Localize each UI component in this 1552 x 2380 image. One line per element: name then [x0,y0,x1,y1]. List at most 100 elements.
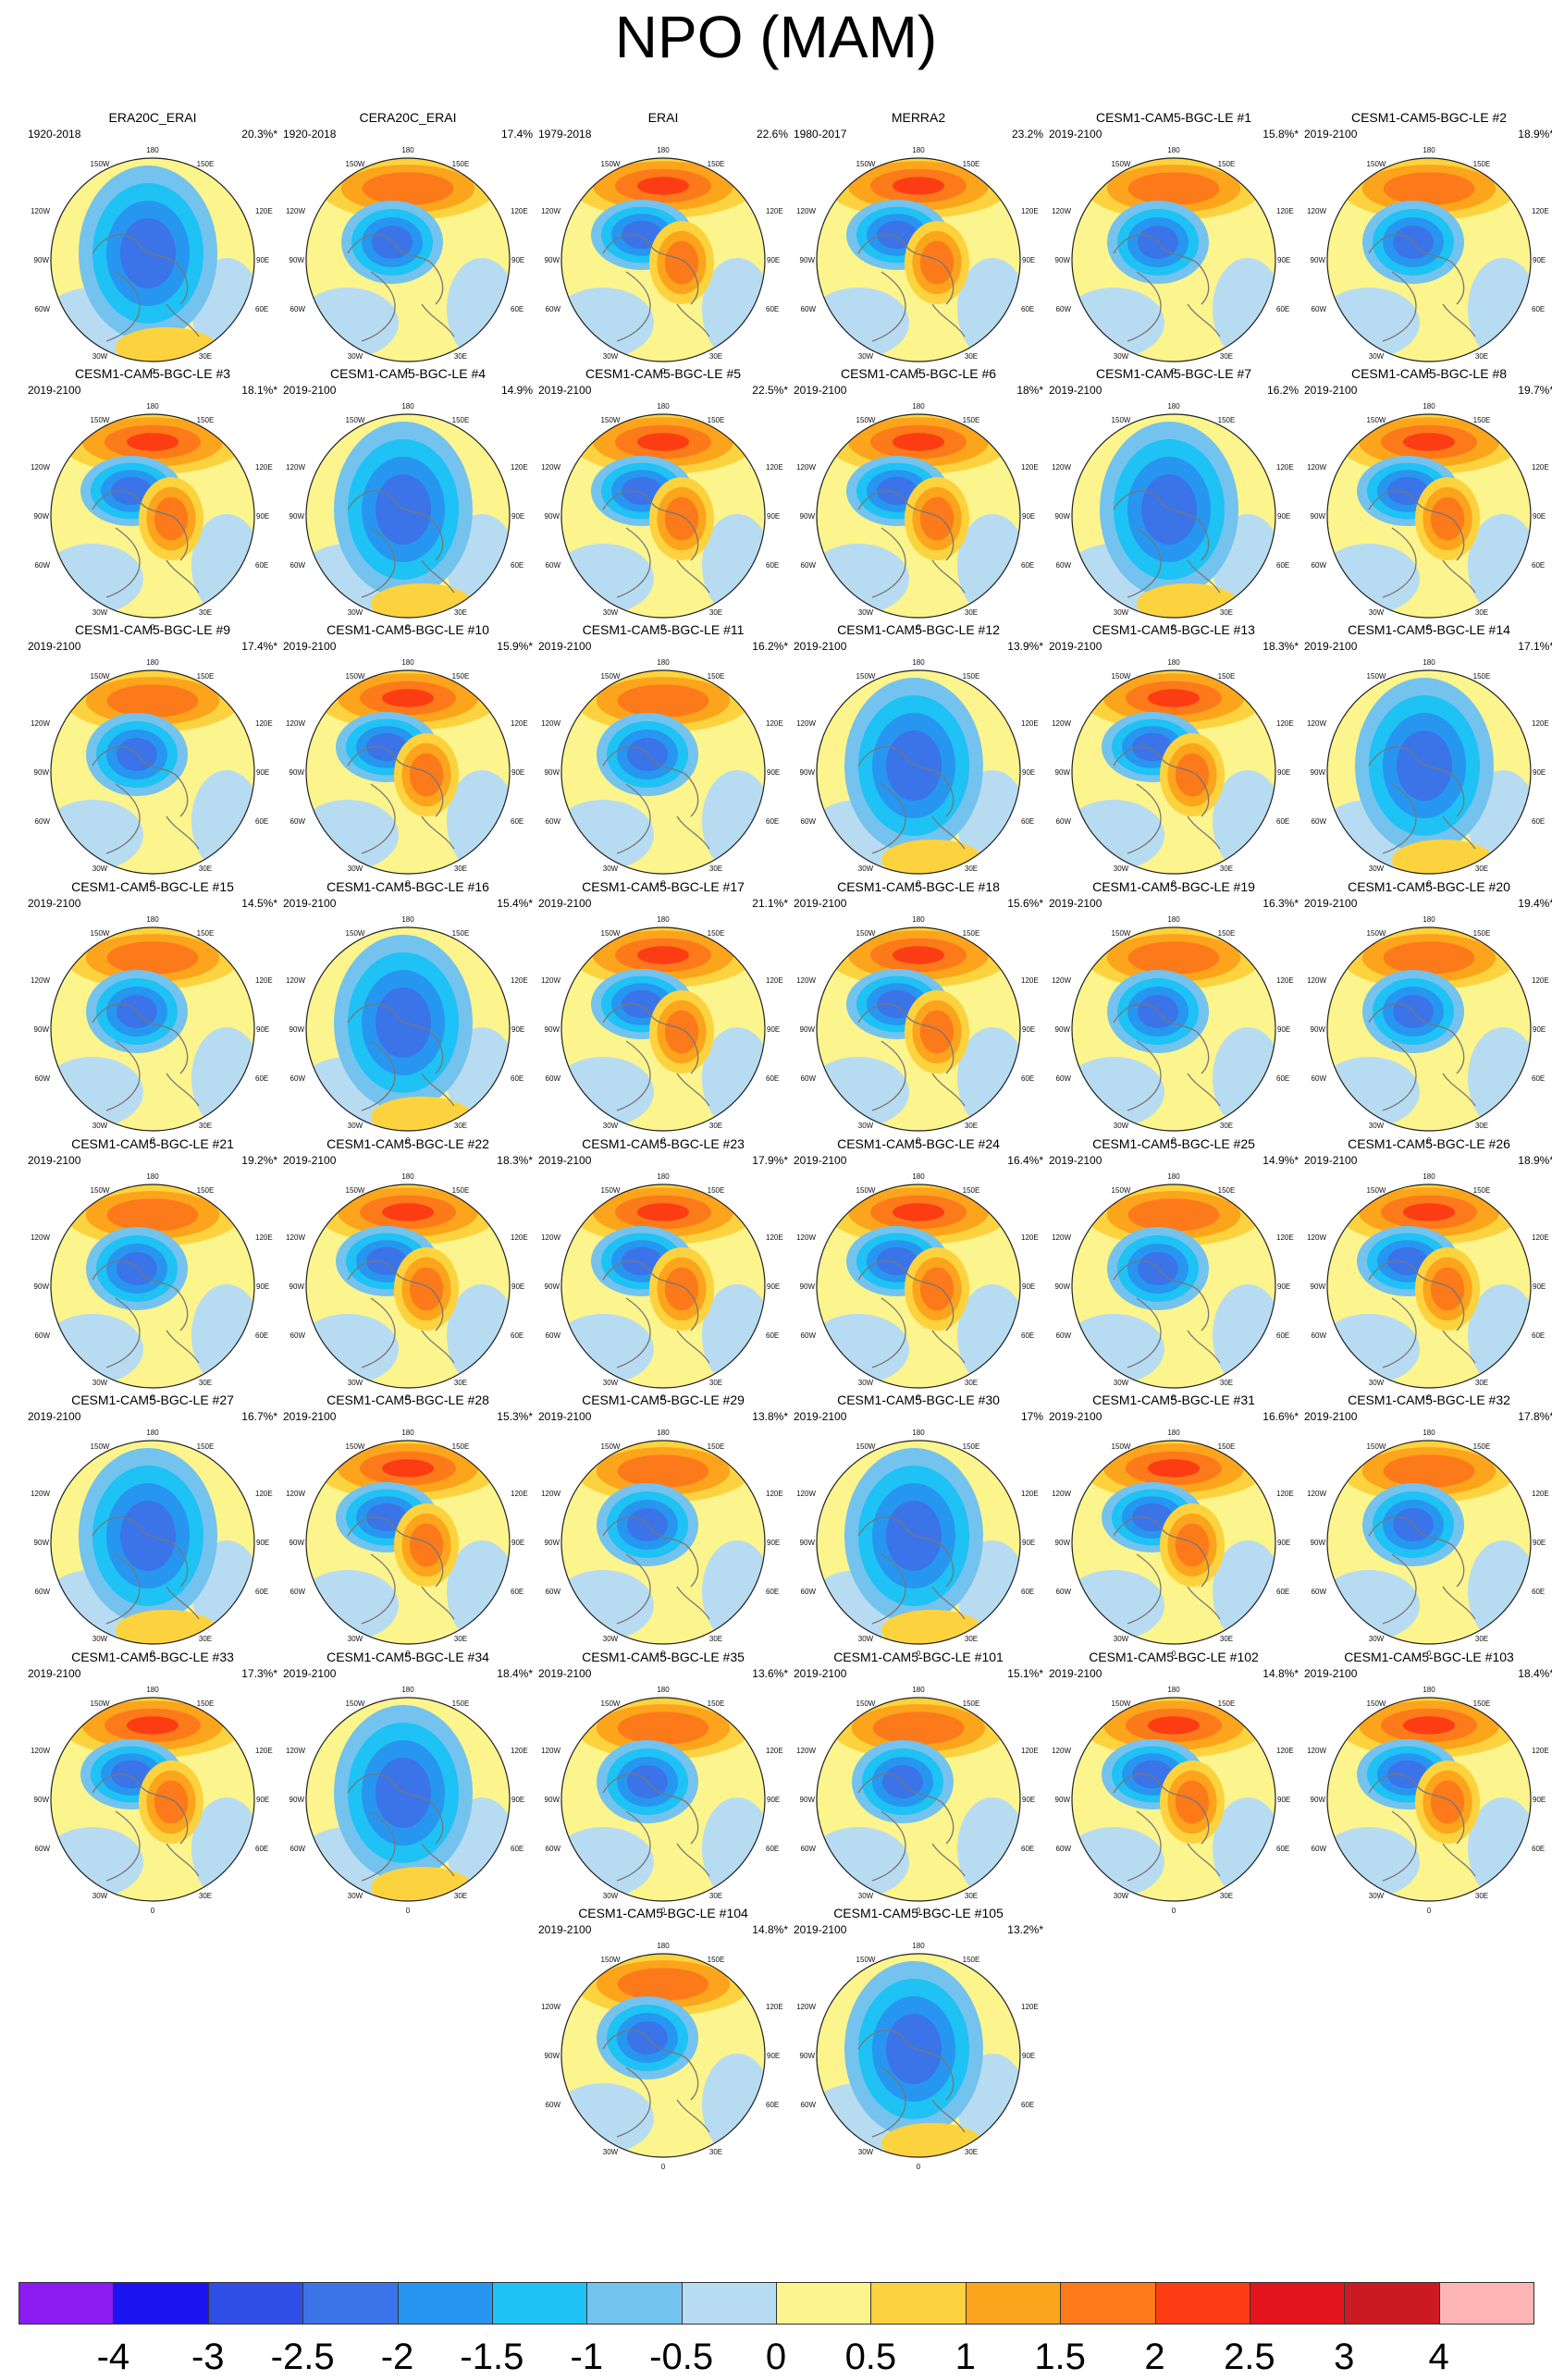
longitude-label: 0 [151,367,155,375]
longitude-label: 150E [1473,416,1491,424]
longitude-label: 90E [511,512,524,521]
longitude-label: 120W [1052,719,1071,728]
panel-title: CESM1-CAM5-BGC-LE #25 [1092,1136,1255,1151]
panel-years: 2019-2100 [794,1667,847,1680]
coastlines [857,1260,966,1368]
longitude-label: 90W [800,768,816,777]
longitude-label: 0 [1172,879,1176,888]
polar-map: 180 150W 150E 120W 120E 90W 90E 60W 60E 30W 30E 0 [796,1172,1039,1402]
panel-variance-percent: 19.2%* [241,1154,277,1167]
negative-center-level-4 [1132,1760,1173,1789]
panel-title: CESM1-CAM5-BGC-LE #12 [837,622,1000,637]
panel-years: 2019-2100 [1304,1667,1358,1680]
positive-north-level-3 [1383,1454,1475,1488]
page-title: NPO (MAM) [614,4,938,70]
longitude-label: 120E [511,1233,528,1242]
longitude-label: 180 [401,1172,414,1181]
negative-center-level-4 [376,1758,431,1828]
colorbar-swatch [491,2282,588,2325]
map-boundary [305,1697,511,1902]
weak-negative-area [957,1797,1020,1899]
positive-north-level-4 [1148,689,1200,707]
map-boundary [305,926,511,1132]
polar-map: 180 150W 150E 120W 120E 90W 90E 60W 60E 30W 30E 0 [286,1172,528,1402]
panel-variance-percent: 13.6%* [752,1667,788,1680]
longitude-label: 150W [601,1186,621,1195]
map-panel: CESM1-CAM5-BGC-LE #14 2019-2100 17.1%* 180 1… [1304,621,1552,889]
longitude-label: 30W [1369,1379,1385,1387]
panel-years: 2019-2100 [794,1154,847,1167]
panel-title: CESM1-CAM5-BGC-LE #10 [326,622,489,637]
map-panel: CESM1-CAM5-BGC-LE #13 2019-2100 18.3%* 180 1… [1049,621,1299,889]
longitude-label: 30E [709,865,722,873]
map-panel: CESM1-CAM5-BGC-LE #5 2019-2100 22.5%* 180 15… [538,365,788,633]
panel-variance-percent: 16.7%* [241,1410,277,1423]
longitude-label: 150W [1112,1186,1131,1195]
longitude-label: 90W [545,1282,560,1291]
panel-variance-percent: 22.5%* [752,384,788,397]
longitude-label: 30W [1114,1122,1129,1130]
map-boundary [1071,669,1276,875]
map-boundary [1326,1697,1532,1902]
longitude-label: 60W [1056,305,1072,313]
longitude-label: 150W [601,1956,621,1964]
longitude-label: 180 [657,1172,670,1181]
longitude-label: 120W [286,1490,305,1498]
weak-negative-area [306,288,399,358]
coastlines [1368,1773,1476,1882]
panel-years: 2019-2100 [283,640,337,653]
panel-variance-percent: 18%* [1016,384,1043,397]
polar-map: 180 150W 150E 120W 120E 90W 90E 60W 60E 30W 30E 0 [796,402,1039,632]
longitude-label: 0 [1172,1393,1176,1402]
longitude-label: 30W [858,608,874,617]
coastlines [1113,1516,1221,1625]
longitude-label: 30W [603,352,619,361]
longitude-label: 120W [1052,463,1071,472]
longitude-label: 120W [286,1747,305,1755]
longitude-label: 150E [1218,160,1236,168]
weak-negative-area [561,288,654,358]
longitude-label: 30E [709,1122,722,1130]
panel-years: 2019-2100 [794,897,847,910]
longitude-label: 30E [1220,352,1233,361]
weak-negative-area [561,1057,654,1127]
longitude-label: 120W [1307,1747,1326,1755]
longitude-label: 30W [1369,1892,1385,1900]
coastlines [347,490,455,598]
negative-center-level-4 [111,476,152,506]
colorbar-tick-label: 2 [1144,2337,1165,2377]
polar-map: 180 150W 150E 120W 120E 90W 90E 60W 60E 30W 30E 0 [1052,1172,1294,1402]
longitude-label: 150W [856,1956,876,1964]
positive-center-level-3 [664,1010,699,1054]
polar-map: 180 150W 150E 120W 120E 90W 90E 60W 60E 30W 30E 0 [286,1686,528,1915]
longitude-label: 60W [801,2101,817,2109]
polar-map: 180 150W 150E 120W 120E 90W 90E 60W 60E 30W 30E 0 [286,658,528,888]
positive-center-level-3 [154,1780,189,1824]
longitude-label: 120E [1021,207,1039,215]
longitude-label: 150W [346,672,365,681]
longitude-label: 30W [603,1635,619,1643]
longitude-label: 0 [661,2163,666,2171]
longitude-label: 180 [146,1686,159,1694]
longitude-label: 150W [856,1186,876,1195]
map-boundary [1326,926,1532,1132]
longitude-label: 120E [1021,1747,1039,1755]
longitude-label: 120E [1532,463,1549,472]
longitude-label: 150W [1367,416,1386,424]
longitude-label: 90E [767,1796,780,1804]
longitude-label: 60E [255,1845,268,1853]
map-boundary [50,1697,255,1902]
coastlines [602,746,710,854]
longitude-label: 30W [348,865,363,873]
longitude-label: 120E [1532,1747,1549,1755]
longitude-label: 90W [289,512,305,521]
longitude-label: 90W [1055,1539,1071,1547]
longitude-label: 90E [1533,768,1546,777]
panel-title: CESM1-CAM5-BGC-LE #15 [71,879,234,894]
panel-years: 2019-2100 [28,384,81,397]
longitude-label: 0 [151,1907,155,1915]
longitude-label: 150E [963,672,980,681]
longitude-label: 60W [35,817,51,826]
longitude-label: 180 [401,146,414,154]
longitude-label: 90W [800,512,816,521]
